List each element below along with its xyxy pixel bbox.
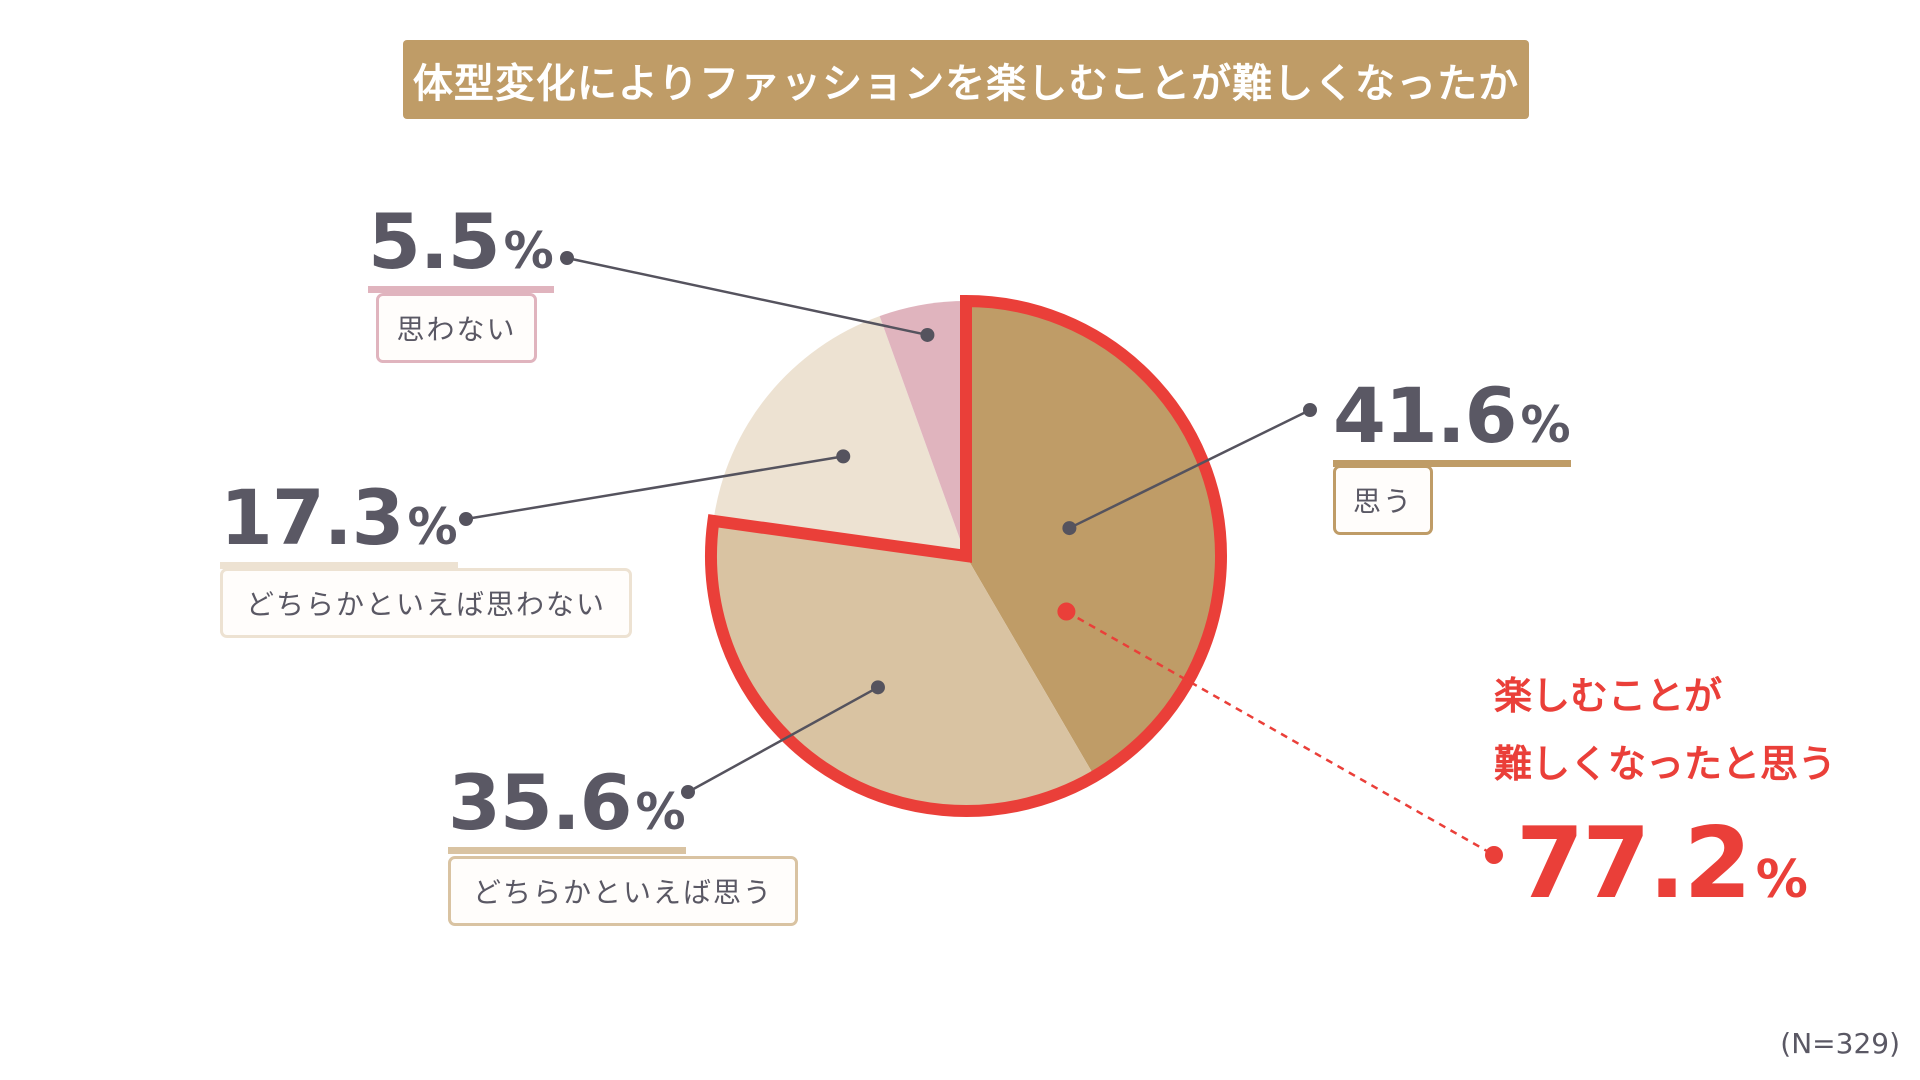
percent-label-omowanai: 5.5% — [368, 204, 554, 293]
highlight-outline — [705, 294, 1227, 817]
highlight-dot-outer — [1485, 846, 1503, 864]
highlight-percent-unit: % — [1755, 850, 1808, 910]
leader-dot-outer-dochiraka-omou — [681, 785, 695, 799]
percent-value-dochiraka-omowanai: 17.3 — [220, 473, 405, 562]
leader-dot-inner-dochiraka-omou — [870, 680, 885, 695]
category-label-omou: 思う — [1333, 465, 1433, 535]
percent-label-dochiraka-omou: 35.6% — [448, 765, 686, 854]
leader-dot-outer-omou — [1303, 403, 1317, 417]
leader-dot-outer-omowanai — [560, 251, 574, 265]
leader-line-dochiraka-omowanai — [465, 455, 844, 521]
percent-unit-omowanai: % — [503, 222, 554, 280]
leader-line-dochiraka-omou — [687, 686, 879, 794]
percent-label-dochiraka-omowanai: 17.3% — [220, 480, 458, 569]
pie-slice-dochiraka-omou — [711, 520, 1095, 812]
category-label-dochiraka-omou: どちらかといえば思う — [448, 856, 798, 926]
chart-title: 体型変化によりファッションを楽しむことが難しくなったか — [403, 40, 1529, 119]
highlight-callout-text: 楽しむことが 難しくなったと思う — [1494, 662, 1836, 798]
leader-line-omowanai — [566, 256, 928, 337]
highlight-leader-line — [1065, 610, 1495, 857]
category-label-dochiraka-omowanai: どちらかといえば思わない — [220, 568, 632, 638]
highlight-text-line1: 楽しむことが — [1494, 674, 1723, 718]
pie-slice-omowanai — [879, 301, 966, 556]
highlight-dot-inner — [1057, 602, 1076, 621]
percent-value-dochiraka-omou: 35.6 — [448, 758, 633, 847]
pie-slice-omou — [966, 301, 1221, 777]
leader-dot-inner-omowanai — [920, 327, 935, 342]
leader-dot-outer-dochiraka-omowanai — [459, 512, 473, 526]
percent-label-omou: 41.6% — [1333, 378, 1571, 467]
percent-value-omowanai: 5.5 — [368, 197, 501, 286]
percent-unit-dochiraka-omowanai: % — [407, 498, 458, 556]
leader-dot-inner-omou — [1062, 521, 1077, 536]
sample-size-note: (N=329) — [1780, 1027, 1900, 1060]
category-label-omowanai: 思わない — [376, 293, 537, 363]
percent-value-omou: 41.6 — [1333, 371, 1518, 460]
highlight-percent-value: 77.2 — [1516, 807, 1752, 921]
leader-line-omou — [1068, 408, 1311, 530]
percent-unit-dochiraka-omou: % — [635, 783, 686, 841]
percent-unit-omou: % — [1520, 396, 1571, 454]
highlight-text-line2: 難しくなったと思う — [1494, 742, 1837, 786]
highlight-percent: 77.2% — [1516, 815, 1808, 913]
leader-dot-inner-dochiraka-omowanai — [836, 449, 851, 464]
pie-slice-dochiraka-omowanai — [713, 316, 966, 556]
